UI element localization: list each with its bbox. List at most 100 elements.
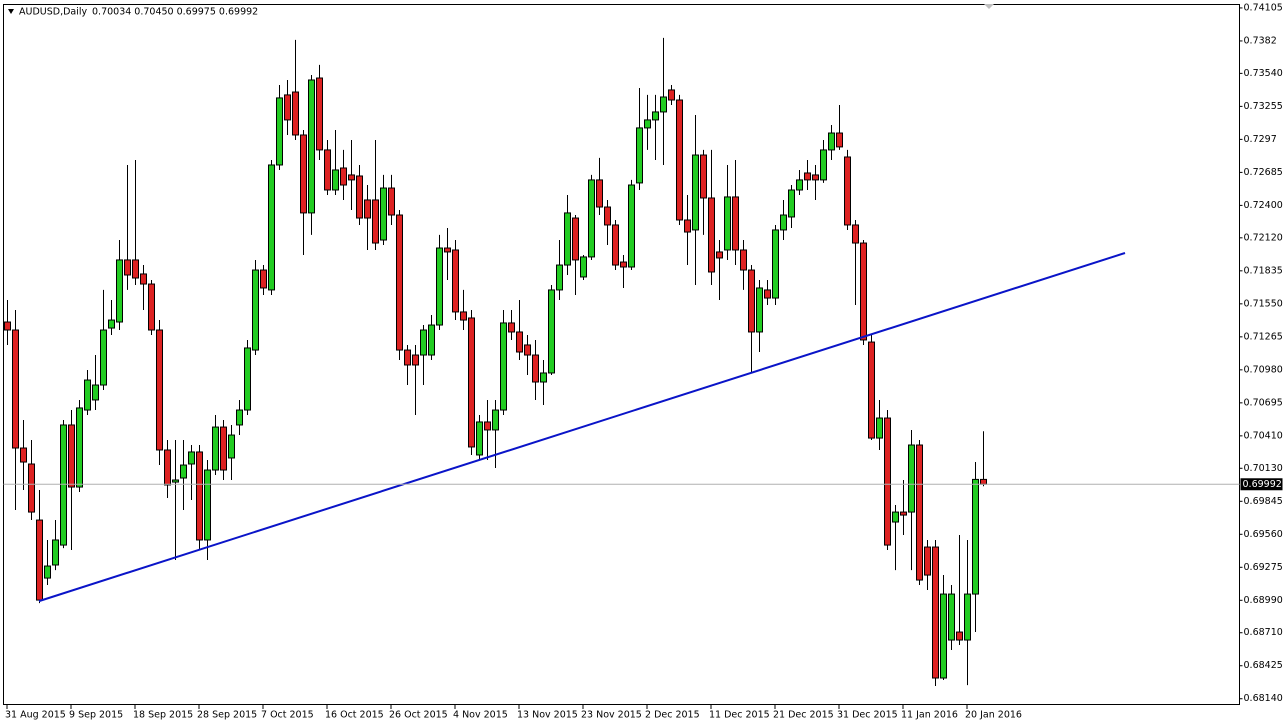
candle-body [68, 424, 75, 488]
candle-body [428, 324, 435, 356]
y-tick-label: 0.72400 [1244, 200, 1283, 211]
candle-body [588, 179, 595, 258]
shift-marker [984, 4, 994, 9]
candle-body [276, 97, 283, 166]
price-label: 0.69992 [1243, 479, 1282, 490]
candle-body [508, 322, 515, 333]
candle-body [828, 132, 835, 151]
candle-body [844, 156, 851, 226]
candle-body [292, 91, 299, 136]
candle-body [924, 546, 931, 576]
y-tick-label: 0.70130 [1244, 463, 1283, 474]
candle-body [524, 344, 531, 356]
candle-body [516, 331, 523, 353]
y-tick-label: 0.72685 [1244, 167, 1283, 178]
x-tick-label: 16 Oct 2015 [325, 710, 384, 721]
candle-body [340, 167, 347, 186]
menu-arrow[interactable] [8, 9, 14, 14]
candle-body [956, 631, 963, 641]
candle-body [796, 179, 803, 191]
y-tick-label: 0.72120 [1244, 232, 1283, 243]
y-tick-label: 0.70410 [1244, 430, 1283, 441]
ohlc-readout: 0.70034 0.70450 0.69975 0.69992 [92, 7, 258, 18]
y-tick-label: 0.69560 [1244, 529, 1283, 540]
candle-body [324, 149, 331, 191]
candle-body [300, 134, 307, 214]
candle-body [620, 261, 627, 268]
candle-body [908, 444, 915, 513]
y-tick-label: 0.73255 [1244, 101, 1283, 112]
candle-body [916, 444, 923, 581]
candle-body [60, 424, 67, 546]
candle-body [820, 149, 827, 181]
candle-body [876, 417, 883, 439]
candle-body [388, 187, 395, 216]
candle-body [540, 372, 547, 383]
candle-body [772, 229, 779, 299]
candle-body [940, 593, 947, 679]
candle-body [836, 132, 843, 148]
x-tick-label: 18 Sep 2015 [133, 710, 193, 721]
candle-body [84, 379, 91, 411]
candle-body [412, 354, 419, 366]
candle-body [852, 224, 859, 244]
candle-body [44, 565, 51, 579]
y-tick-label: 0.68140 [1244, 693, 1283, 704]
candle-body [476, 421, 483, 456]
candle-body [220, 426, 227, 471]
candle-body [564, 212, 571, 266]
candle-body [108, 319, 115, 329]
candle-body [348, 174, 355, 181]
candle-body [356, 175, 363, 219]
y-tick-label: 0.73540 [1244, 68, 1283, 79]
candle-body [556, 264, 563, 291]
candle-body [972, 478, 979, 595]
y-tick-label: 0.70695 [1244, 397, 1283, 408]
candle-body [28, 463, 35, 513]
candle-body [732, 196, 739, 251]
x-tick-label: 21 Dec 2015 [773, 710, 834, 721]
candle-body [364, 199, 371, 219]
candle-body [268, 164, 275, 291]
candle-body [868, 341, 875, 439]
candle-body [444, 247, 451, 253]
candle-body [92, 384, 99, 401]
candle-body [52, 539, 59, 566]
trendline [38, 252, 1126, 603]
candle-body [420, 329, 427, 356]
candle-body [452, 249, 459, 313]
candle-body [132, 259, 139, 279]
x-tick-label: 31 Aug 2015 [5, 710, 66, 721]
x-tick-label: 23 Nov 2015 [581, 710, 642, 721]
x-tick-label: 7 Oct 2015 [261, 710, 314, 721]
y-tick-label: 0.7297 [1244, 134, 1277, 145]
candle-body [804, 172, 811, 181]
candle-body [164, 449, 171, 486]
candle-body [684, 219, 691, 233]
candle-body [468, 317, 475, 448]
x-tick-label: 31 Dec 2015 [837, 710, 898, 721]
candle-body [36, 519, 43, 601]
y-tick-label: 0.68710 [1244, 627, 1283, 638]
candle-body [204, 469, 211, 541]
candle-body [460, 311, 467, 321]
candle-body [228, 434, 235, 459]
candle-body [116, 259, 123, 323]
candle-body [140, 273, 147, 285]
candle-body [932, 546, 939, 679]
candle-body [532, 354, 539, 383]
candle-body [100, 329, 107, 386]
candle-body [308, 79, 315, 214]
y-tick-label: 0.71550 [1244, 298, 1283, 309]
candle-body [188, 451, 195, 465]
plot-frame [3, 4, 1240, 705]
candle-body [316, 77, 323, 151]
candle-body [644, 119, 651, 129]
x-tick-label: 4 Nov 2015 [453, 710, 508, 721]
candle-body [252, 269, 259, 351]
candle-body [652, 111, 659, 121]
candle-body [492, 409, 499, 431]
candle-body [284, 94, 291, 121]
candle-body [948, 593, 955, 641]
